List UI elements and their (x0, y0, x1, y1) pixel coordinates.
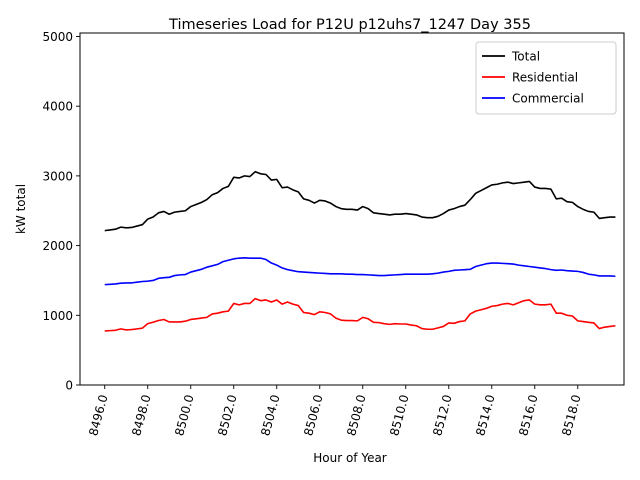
plot-frame (79, 32, 625, 386)
chart-title: Timeseries Load for P12U p12uhs7_1247 Da… (168, 17, 531, 33)
legend-label-commercial: Commercial (512, 92, 584, 106)
y-tick-label: 5000 (42, 30, 73, 44)
y-tick-label: 4000 (42, 100, 73, 114)
series-line-commercial (104, 256, 616, 286)
legend-box (475, 41, 617, 115)
series-layer (104, 170, 616, 332)
y-axis: 0 1000 2000 3000 4000 5000 (42, 30, 80, 393)
series-line-total (104, 170, 616, 232)
legend-label-residential: Residential (512, 71, 578, 85)
x-axis-label: Hour of Year (313, 451, 387, 465)
legend: Total Residential Commercial (475, 41, 617, 115)
legend-label-total: Total (511, 50, 540, 64)
y-axis-label: kW total (14, 184, 28, 234)
y-tick-label: 2000 (42, 239, 73, 253)
series-line-residential (104, 297, 616, 332)
y-tick-label: 3000 (42, 169, 73, 183)
y-tick-label: 0 (65, 379, 73, 393)
y-tick-label: 1000 (42, 309, 73, 323)
